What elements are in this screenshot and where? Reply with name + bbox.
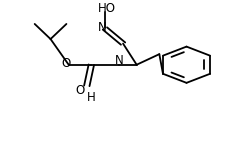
Text: N: N (115, 54, 123, 67)
Text: N: N (98, 21, 106, 34)
Text: H: H (86, 91, 95, 104)
Text: O: O (75, 84, 84, 97)
Text: O: O (62, 58, 71, 71)
Text: HO: HO (98, 2, 116, 15)
